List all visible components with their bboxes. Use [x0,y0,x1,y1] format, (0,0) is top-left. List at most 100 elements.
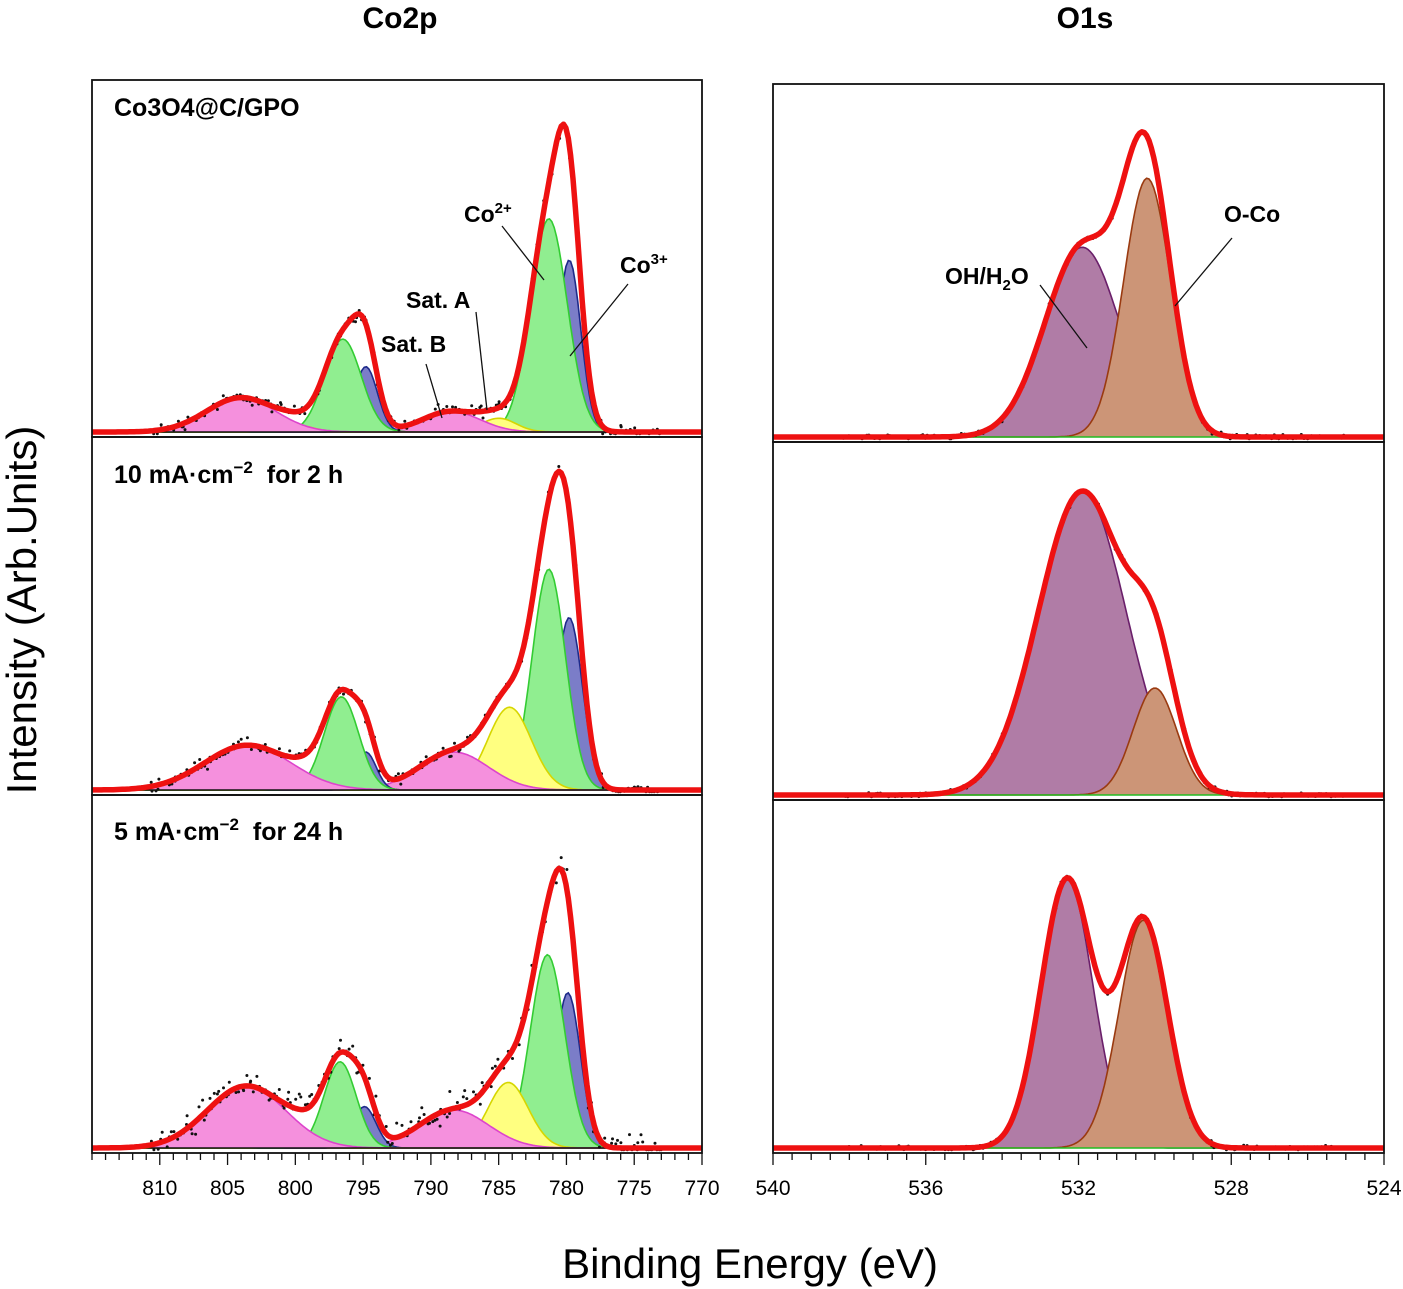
data-point [266,399,270,403]
data-point [454,405,458,409]
data-point [221,394,225,398]
data-point [183,428,187,432]
data-point [157,777,161,781]
component-fill-co2 [92,218,702,432]
co2-annotation: Co2+ [464,200,512,227]
data-point [409,1120,413,1124]
data-point [453,741,456,745]
data-point [208,1096,212,1100]
data-point [493,1064,497,1068]
component-fill-co3 [92,260,702,432]
data-point [653,1141,657,1145]
data-point [310,1093,314,1096]
data-point [347,1047,351,1051]
data-point [601,432,605,436]
data-point [489,1085,493,1089]
data-point [197,1105,201,1109]
o-co-annotation: O-Co [1224,201,1280,227]
data-point [286,1097,290,1101]
data-point [251,1090,255,1094]
x-tick-label: 775 [617,1177,652,1200]
data-point [448,1090,452,1093]
data-point [354,320,357,324]
data-point [249,1079,253,1083]
data-point [422,1113,426,1116]
data-point [554,881,558,885]
data-point [156,1147,160,1151]
data-point [614,1142,618,1146]
panel-frame [91,794,703,1154]
data-point [497,400,501,404]
x-tick-label: 805 [210,1177,245,1200]
component-fill-satB [92,397,702,432]
x-axis-label: Binding Energy (eV) [562,1240,938,1287]
data-point [403,419,407,423]
row-label-3: 5 mA·cm−2 for 24 h [114,815,343,846]
data-point [386,1140,390,1144]
data-point [390,1142,394,1145]
data-point [169,1130,173,1134]
data-point [185,1114,189,1118]
data-point [249,748,253,751]
panel-co2p-3: 810 805 800 795 790 785 780 775 770 [91,794,720,1200]
x-tick-label: 790 [413,1177,448,1200]
data-point [461,1095,465,1099]
data-point [448,1112,452,1115]
data-point [445,405,449,408]
component-fill-co3 [92,617,702,790]
co2-leader-line [501,225,545,281]
data-point [263,743,267,746]
sat-a-annotation: Sat. A [406,287,470,313]
data-point [297,1092,301,1096]
data-point [490,1066,494,1070]
data-point [215,1092,219,1096]
data-point [481,416,485,420]
panels: 810 805 800 795 790 785 780 775 770 540 536 532 528 5… [91,79,1402,1200]
data-point [480,1081,484,1085]
data-point [557,465,561,468]
data-point [250,403,254,407]
data-point [619,425,623,429]
column-title-co2p: Co2p [363,2,438,35]
data-point [431,1120,435,1124]
data-point [628,1133,631,1137]
data-point [611,1137,614,1141]
x-tick-label: 770 [684,1177,719,1200]
data-point [418,1116,421,1120]
data-point [287,1090,291,1094]
data-point [294,1097,298,1101]
component-fill-co3 [92,992,702,1148]
data-point [186,415,190,419]
x-tick-label: 536 [908,1177,943,1200]
data-point [255,1074,259,1078]
panel-co2p-1 [91,79,703,438]
data-point [152,1148,156,1152]
data-point [603,1136,607,1140]
data-point [299,1095,303,1099]
component-fill-satB [92,1110,702,1148]
data-point [154,789,158,793]
component-fill-satB [92,752,702,790]
data-point [496,1057,500,1061]
panel-co2p-2 [91,436,703,796]
data-point [479,404,483,408]
data-point [472,1090,475,1094]
row-label-2: 10 mA·cm−2 for 2 h [114,458,343,489]
data-point [201,1098,205,1102]
data-point [160,1130,164,1134]
data-point [641,1140,645,1144]
data-point [420,1106,424,1110]
data-point [149,780,153,784]
data-point [215,408,219,411]
data-point [217,1089,221,1093]
data-point [449,754,453,758]
y-axis-label: Intensity (Arb.Units) [0,426,45,795]
x-tick-label: 532 [1061,1177,1096,1200]
data-point [236,740,240,744]
data-point [176,419,180,423]
data-point [239,737,243,741]
data-point [400,1123,404,1127]
data-point [438,1124,442,1128]
x-tick-label: 528 [1214,1177,1249,1200]
component-line-co3 [92,616,702,791]
